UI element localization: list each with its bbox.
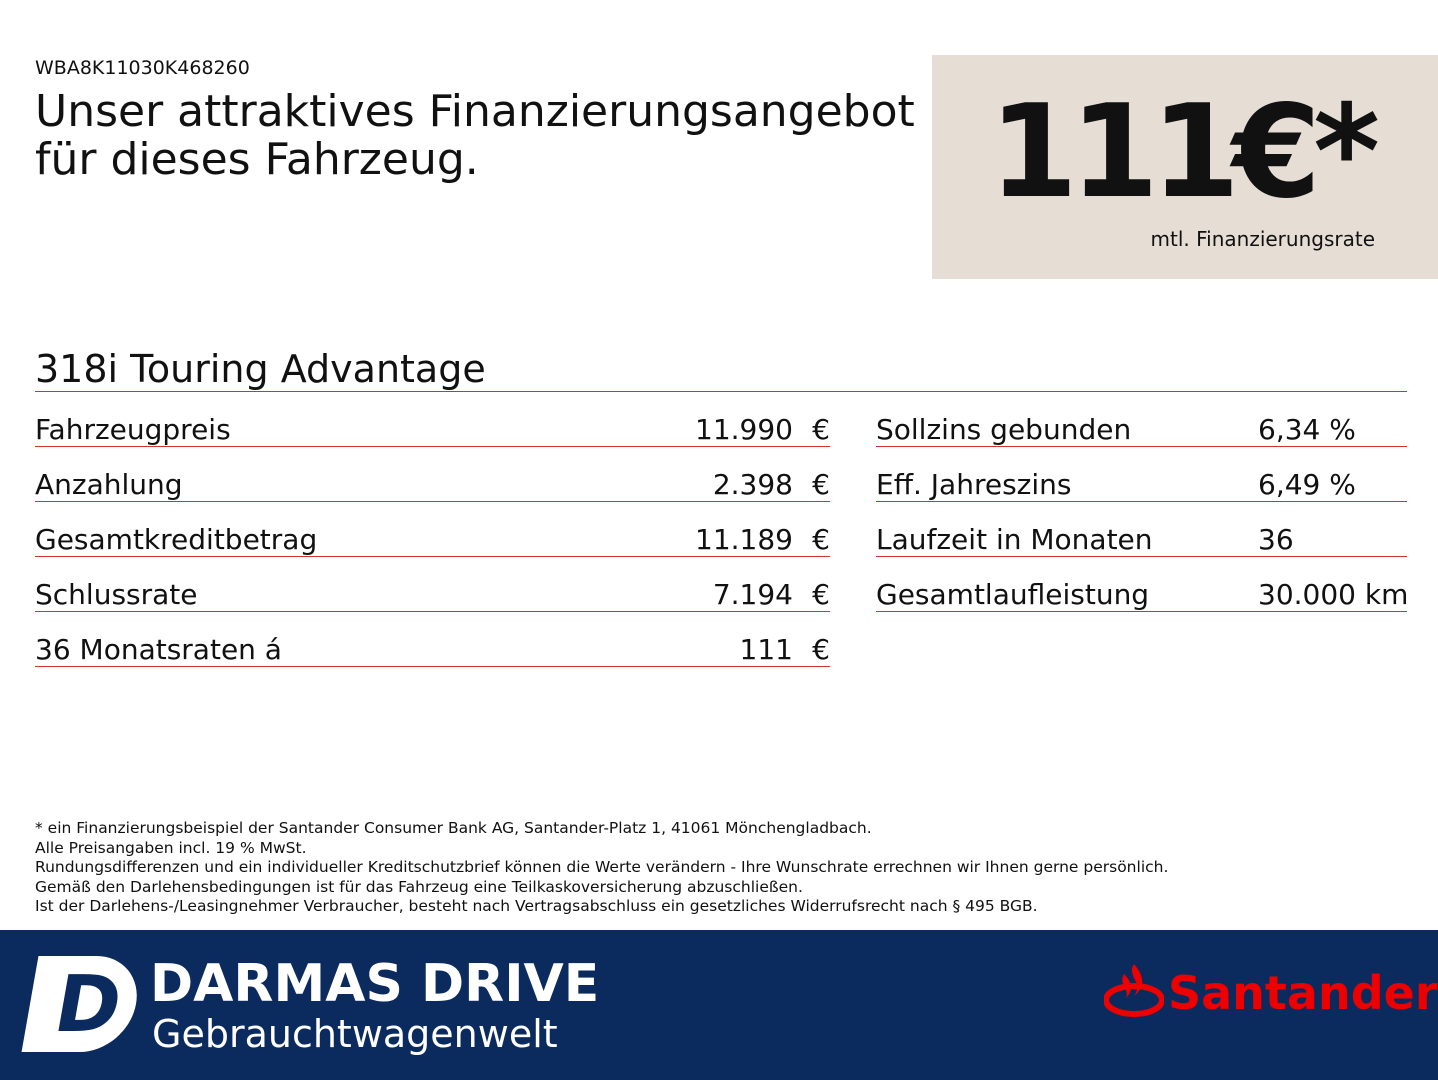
table-row: Fahrzeugpreis 11.990 €: [35, 392, 830, 447]
brand: DARMAS DRIVE: [150, 954, 600, 1014]
row-value: 36: [1258, 523, 1294, 556]
row-label: Anzahlung: [35, 468, 183, 501]
table-row: Laufzeit in Monaten 36: [876, 502, 1407, 557]
vin: WBA8K11030K468260: [35, 57, 250, 79]
table-row: 36 Monatsraten á 111 €: [35, 612, 830, 667]
footnote: Ist der Darlehens-/Leasingnehmer Verbrau…: [35, 897, 1038, 915]
row-unit: €: [812, 633, 830, 666]
table-row: Anzahlung 2.398 €: [35, 447, 830, 502]
footnote: Gemäß den Darlehensbedingungen ist für d…: [35, 877, 803, 896]
logo-letter: D: [47, 960, 129, 1050]
model-row: 318i Touring Advantage: [35, 337, 1407, 392]
row-value: 111: [739, 633, 793, 666]
table-row: Sollzins gebunden 6,34 %: [876, 392, 1407, 447]
row-value: 11.189: [695, 523, 793, 556]
model: 318i Touring Advantage: [35, 347, 486, 391]
row-value: 7.194: [712, 578, 793, 611]
santander-flame: [1104, 964, 1164, 1017]
price-caption: mtl. Finanzierungsrate: [1150, 227, 1375, 251]
row-label: Schlussrate: [35, 578, 198, 611]
row-label: Fahrzeugpreis: [35, 413, 231, 446]
footnotes: * ein Finanzierungsbeispiel der Santande…: [35, 819, 1168, 917]
logo-mark: D: [21, 956, 145, 1052]
price: 111€*: [988, 78, 1380, 227]
partner: Santander: [1168, 966, 1438, 1020]
row-value: 30.000 km: [1258, 578, 1409, 611]
row-label: 36 Monatsraten á: [35, 633, 282, 666]
headline-line: für dieses Fahrzeug.: [35, 134, 479, 185]
footer: D DARMAS DRIVE Gebrauchtwagenwelt Santan…: [0, 930, 1438, 1080]
table-row: Schlussrate 7.194 €: [35, 557, 830, 612]
footnote: * ein Finanzierungsbeispiel der Santande…: [35, 819, 872, 837]
subbrand: Gebrauchtwagenwelt: [152, 1012, 558, 1056]
row-value: 6,34 %: [1258, 413, 1356, 446]
row-label: Gesamtlaufleistung: [876, 578, 1150, 611]
row-label: Sollzins gebunden: [876, 413, 1132, 446]
headline: Unser attraktives Finanzierungsangebot f…: [35, 88, 915, 184]
row-label: Gesamtkreditbetrag: [35, 523, 318, 556]
row-unit: €: [812, 523, 830, 556]
row-unit: €: [812, 413, 830, 446]
row-label: Laufzeit in Monaten: [876, 523, 1153, 556]
table-row: Eff. Jahreszins 6,49 %: [876, 447, 1407, 502]
footnote: Rundungsdifferenzen und ein individuelle…: [35, 858, 1169, 876]
headline-line: Unser attraktives Finanzierungsangebot: [35, 86, 915, 137]
row-value: 11.990: [695, 413, 793, 446]
row-value: 6,49 %: [1258, 468, 1356, 501]
row-label: Eff. Jahreszins: [876, 468, 1072, 501]
footnote: Alle Preisangaben incl. 19 % MwSt.: [35, 838, 307, 857]
price-box: 111€* mtl. Finanzierungsrate: [932, 55, 1438, 279]
table-row: Gesamtkreditbetrag 11.189 €: [35, 502, 830, 557]
row-unit: €: [812, 468, 830, 501]
table-row: Gesamtlaufleistung 30.000 km: [876, 557, 1409, 612]
row-value: 2.398: [712, 468, 793, 501]
row-unit: €: [812, 578, 830, 611]
